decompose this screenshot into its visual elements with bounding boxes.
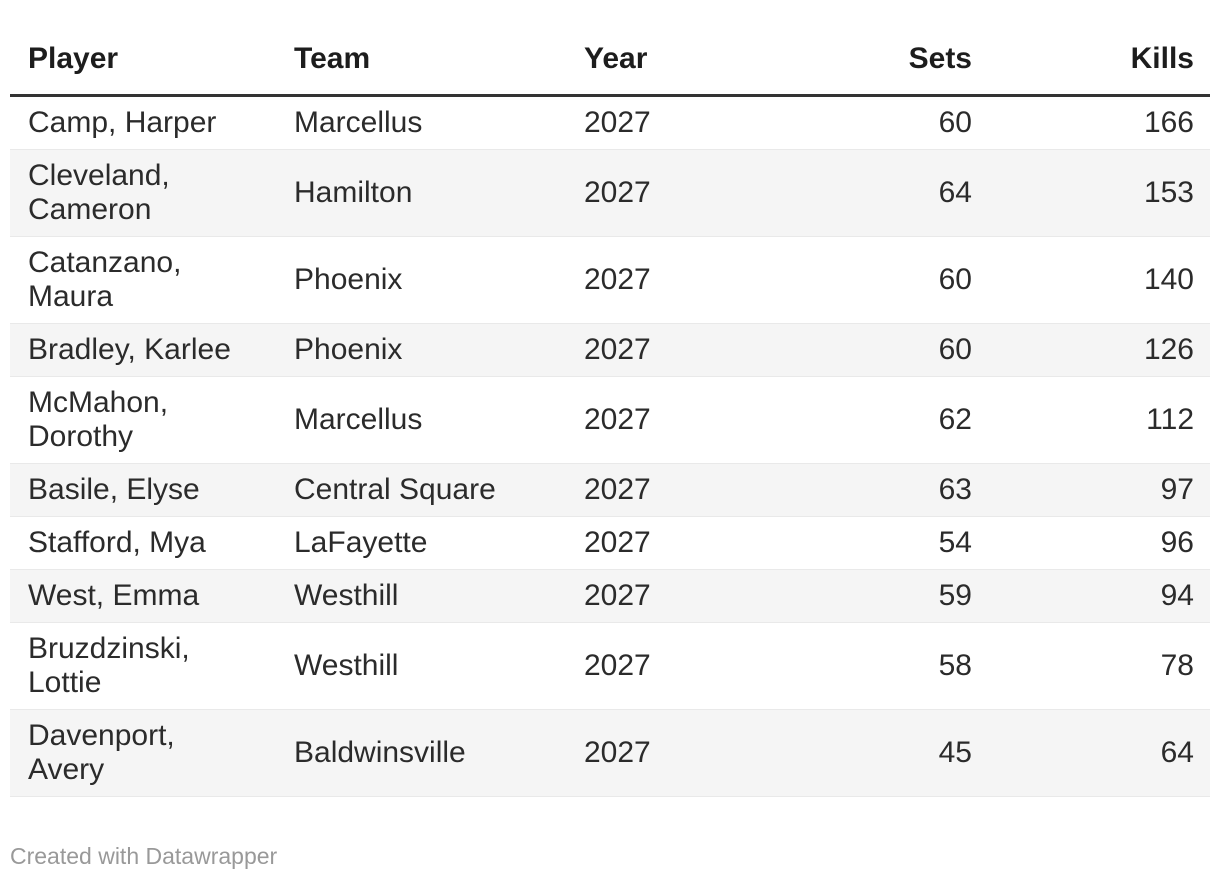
table-body: Camp, Harper Marcellus 2027 60 166 Cleveland,…: [10, 96, 1210, 797]
cell-player: Bruzdzinski, Lottie: [28, 632, 190, 699]
cell-sets: 58: [938, 649, 972, 682]
cell-year: 2027: [584, 526, 651, 559]
cell-kills: 64: [1160, 736, 1194, 769]
table-row: Basile, Elyse Central Square 2027 63 97: [10, 463, 1210, 517]
table-row: West, Emma Westhill 2027 59 94: [10, 569, 1210, 623]
cell-sets: 64: [938, 176, 972, 209]
cell-kills: 153: [1143, 176, 1194, 209]
column-header-player: Player: [28, 42, 119, 75]
cell-player: Basile, Elyse: [28, 473, 200, 506]
cell-sets: 60: [938, 263, 972, 296]
cell-year: 2027: [584, 649, 651, 682]
cell-team: Baldwinsville: [294, 736, 466, 769]
cell-year: 2027: [584, 106, 651, 139]
attribution-link[interactable]: Created with Datawrapper: [10, 843, 278, 869]
cell-sets: 62: [938, 403, 972, 436]
column-header-team: Team: [294, 42, 371, 75]
cell-sets: 60: [938, 106, 972, 139]
cell-year: 2027: [584, 263, 651, 296]
cell-kills: 94: [1160, 579, 1194, 612]
cell-kills: 97: [1160, 473, 1194, 506]
table-row: Cleveland, Cameron Hamilton 2027 64 153: [10, 149, 1210, 237]
table-row: Bradley, Karlee Phoenix 2027 60 126: [10, 323, 1210, 377]
cell-player: Bradley, Karlee: [28, 333, 231, 366]
table-row: McMahon, Dorothy Marcellus 2027 62 112: [10, 377, 1210, 464]
cell-sets: 45: [938, 736, 972, 769]
cell-player: Camp, Harper: [28, 106, 217, 139]
table-row: Camp, Harper Marcellus 2027 60 166: [10, 96, 1210, 150]
cell-year: 2027: [584, 403, 651, 436]
cell-player: Catanzano, Maura: [28, 246, 182, 313]
cell-sets: 59: [938, 579, 972, 612]
cell-team: Central Square: [294, 473, 496, 506]
cell-team: Marcellus: [294, 403, 423, 436]
cell-team: Westhill: [294, 649, 399, 682]
cell-sets: 63: [938, 473, 972, 506]
stats-table: Player Team Year Sets Kills Camp, Harper…: [10, 34, 1210, 797]
column-header-sets: Sets: [908, 42, 972, 75]
cell-year: 2027: [584, 473, 651, 506]
cell-team: Phoenix: [294, 333, 403, 366]
cell-team: Phoenix: [294, 263, 403, 296]
cell-team: Westhill: [294, 579, 399, 612]
cell-kills: 112: [1146, 403, 1194, 436]
cell-kills: 140: [1143, 263, 1194, 296]
cell-team: Hamilton: [294, 176, 413, 209]
cell-sets: 54: [938, 526, 972, 559]
header-row: Player Team Year Sets Kills: [10, 34, 1210, 96]
cell-player: McMahon, Dorothy: [28, 386, 169, 453]
cell-player: Davenport, Avery: [28, 719, 175, 786]
cell-kills: 96: [1160, 526, 1194, 559]
cell-year: 2027: [584, 333, 651, 366]
cell-player: Stafford, Mya: [28, 526, 206, 559]
cell-sets: 60: [938, 333, 972, 366]
cell-year: 2027: [584, 579, 651, 612]
table-row: Stafford, Mya LaFayette 2027 54 96: [10, 517, 1210, 570]
table-row: Bruzdzinski, Lottie Westhill 2027 58 78: [10, 623, 1210, 710]
cell-year: 2027: [584, 736, 651, 769]
cell-player: West, Emma: [28, 579, 200, 612]
column-header-kills: Kills: [1130, 42, 1194, 75]
cell-kills: 166: [1143, 106, 1194, 139]
cell-player: Cleveland, Cameron: [28, 159, 170, 226]
column-header-year: Year: [584, 42, 648, 75]
cell-kills: 78: [1160, 649, 1194, 682]
table-row: Davenport, Avery Baldwinsville 2027 45 64: [10, 709, 1210, 797]
cell-team: LaFayette: [294, 526, 428, 559]
table-row: Catanzano, Maura Phoenix 2027 60 140: [10, 237, 1210, 324]
cell-year: 2027: [584, 176, 651, 209]
cell-kills: 126: [1143, 333, 1194, 366]
cell-team: Marcellus: [294, 106, 423, 139]
